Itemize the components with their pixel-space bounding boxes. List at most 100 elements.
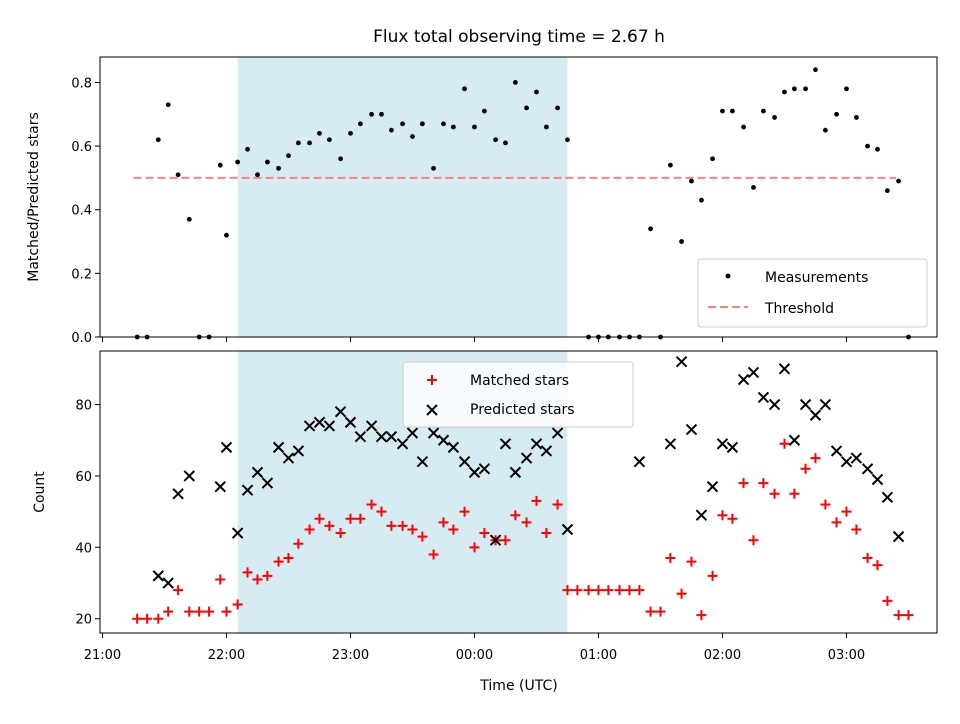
predicted-star-point (406, 427, 419, 439)
matched-star-point (541, 528, 552, 539)
matched-star-point (221, 606, 232, 617)
matched-star-point (645, 606, 656, 617)
top-y-tick-label: 0.6 (71, 140, 92, 155)
matched-star-point (769, 488, 780, 499)
matched-star-point (469, 542, 480, 553)
top-y-tick-label: 0.2 (71, 267, 92, 282)
measurement-point (823, 127, 828, 133)
matched-star-point (872, 560, 883, 571)
x-tick-label: 00:00 (456, 648, 493, 663)
matched-star-point (194, 606, 205, 617)
legend-matched-marker (427, 375, 437, 385)
count-points (132, 356, 914, 624)
predicted-star-point (385, 430, 398, 443)
predicted-star-point (540, 445, 553, 457)
measurement-point (379, 111, 384, 117)
matched-star-point (232, 599, 243, 610)
measurement-point (668, 162, 673, 168)
matched-star-point (696, 610, 707, 621)
matched-star-point (273, 556, 284, 567)
measurement-point (699, 197, 704, 203)
x-tick-label: 03:00 (828, 648, 865, 663)
legend-measurements-marker (725, 273, 731, 279)
measurement-point (472, 124, 477, 130)
predicted-star-point (850, 452, 863, 464)
matched-star-point (614, 585, 625, 596)
matched-star-point (355, 513, 366, 524)
matched-star-point (820, 499, 831, 510)
matched-star-point (142, 613, 153, 624)
matched-star-point (800, 463, 811, 474)
predicted-star-point (633, 455, 646, 468)
matched-star-point (510, 510, 521, 521)
matched-star-point (304, 524, 315, 535)
predicted-star-point (788, 434, 801, 446)
predicted-star-point (768, 398, 781, 411)
bottom-legend-box (402, 361, 634, 428)
x-tick-label: 22:00 (208, 648, 245, 663)
top-y-tick-label: 0.0 (71, 331, 92, 346)
chart-title: Flux total observing time = 2.67 h (373, 27, 665, 47)
predicted-star-point (726, 441, 739, 454)
measurement-point (648, 226, 653, 232)
matched-star-point (655, 606, 666, 617)
measurement-point (348, 130, 353, 136)
predicted-star-point (881, 491, 894, 504)
predicted-star-point (251, 466, 264, 479)
measurement-point (544, 124, 549, 130)
matched-star-point (204, 606, 215, 617)
matched-star-point (893, 610, 904, 621)
predicted-star-point (757, 391, 770, 404)
bottom-axis-ticks: 20 40 60 80 21:00 22:00 23:00 00:00 01:00 02:00 03… (75, 399, 865, 663)
measurement-point (689, 178, 694, 184)
matched-star-point (562, 585, 573, 596)
measurement-point (389, 127, 394, 133)
matched-star-point (132, 613, 143, 624)
matched-star-point (438, 517, 449, 528)
matched-star-point (634, 585, 645, 596)
predicted-star-point (664, 438, 677, 450)
matched-star-point (779, 438, 790, 449)
bottom-y-tick-label: 80 (75, 399, 92, 414)
measurement-point (813, 67, 818, 73)
predicted-star-point (375, 430, 388, 443)
measurement-point (710, 156, 715, 162)
matched-star-point (552, 499, 563, 510)
predicted-star-point (344, 416, 357, 429)
matched-star-point (717, 510, 728, 521)
predicted-star-point (437, 434, 450, 446)
matched-star-point (283, 553, 294, 564)
predicted-star-point (695, 509, 708, 521)
measurement-point (513, 80, 518, 85)
measurement-point (761, 108, 766, 114)
measurement-point (217, 162, 223, 168)
matched-star-point (324, 520, 335, 531)
matched-star-point (153, 613, 164, 624)
measurement-point (175, 172, 181, 178)
measurement-point (865, 143, 870, 149)
matched-star-point (314, 513, 325, 524)
matched-star-point (386, 520, 397, 531)
predicted-star-point (272, 441, 285, 454)
matched-star-point (345, 513, 356, 524)
matched-star-point (397, 520, 408, 531)
bottom-panel: 20 40 60 80 21:00 22:00 23:00 00:00 01:00 02:00 03… (32, 350, 938, 694)
measurement-point (235, 159, 241, 165)
bottom-y-axis-label: Count (32, 471, 48, 513)
predicted-star-point (303, 420, 316, 432)
x-tick-label: 02:00 (704, 648, 741, 663)
measurement-point (420, 121, 425, 127)
predicted-star-point (427, 427, 440, 439)
predicted-star-point (468, 466, 481, 479)
measurement-point (720, 108, 725, 114)
measurement-point (358, 121, 363, 127)
predicted-star-point (489, 534, 502, 546)
matched-star-point (851, 524, 862, 535)
x-axis-label: Time (UTC) (479, 678, 557, 694)
measurement-point (400, 121, 405, 127)
predicted-star-point (716, 438, 729, 450)
bottom-legend: Matched stars Predicted stars (402, 361, 634, 428)
matched-star-point (831, 517, 842, 528)
measurement-point (296, 140, 301, 146)
predicted-star-point (323, 420, 336, 432)
